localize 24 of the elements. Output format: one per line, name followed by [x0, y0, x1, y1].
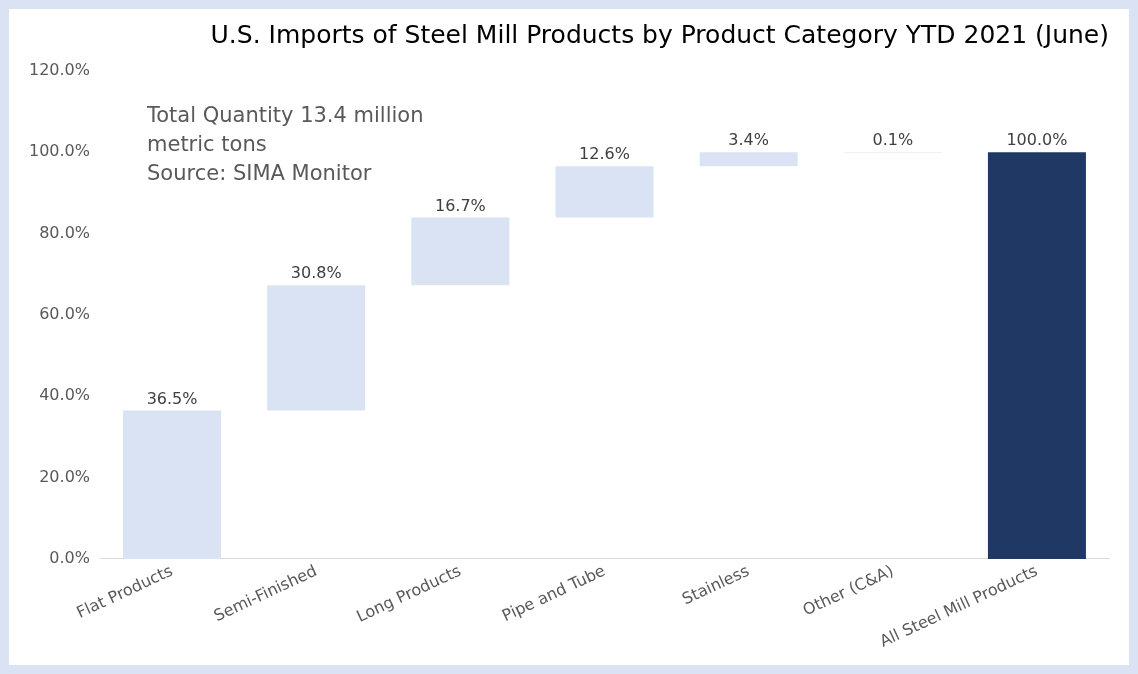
chart-title: U.S. Imports of Steel Mill Products by Product Category YTD 2021 (June) [210, 19, 1109, 49]
data-label: 0.1% [872, 130, 914, 150]
y-tick-label: 40.0% [39, 385, 91, 405]
y-tick-label: 100.0% [28, 141, 91, 161]
annotation: Source: SIMA Monitor [147, 160, 373, 187]
data-label: 16.7% [434, 195, 486, 215]
data-label: 12.6% [579, 144, 630, 164]
x-tick-label: Pipe and Tube [498, 560, 608, 626]
annotation: Total Quantity 13.4 million metric tons [147, 102, 425, 158]
y-tick-label: 80.0% [39, 222, 91, 242]
y-tick-label: 0.0% [49, 548, 91, 568]
bar [987, 152, 1086, 559]
data-label: 100.0% [1006, 130, 1068, 150]
bar [555, 166, 654, 218]
bar [411, 217, 510, 286]
data-label: 30.8% [290, 263, 342, 283]
data-label: 3.4% [728, 130, 769, 150]
bar [123, 410, 222, 559]
data-label: 36.5% [146, 388, 198, 408]
y-tick-label: 20.0% [39, 466, 91, 486]
y-tick-label: 60.0% [39, 304, 91, 324]
bar [267, 285, 366, 411]
y-tick-label: 120.0% [28, 60, 91, 80]
bar [699, 152, 798, 167]
